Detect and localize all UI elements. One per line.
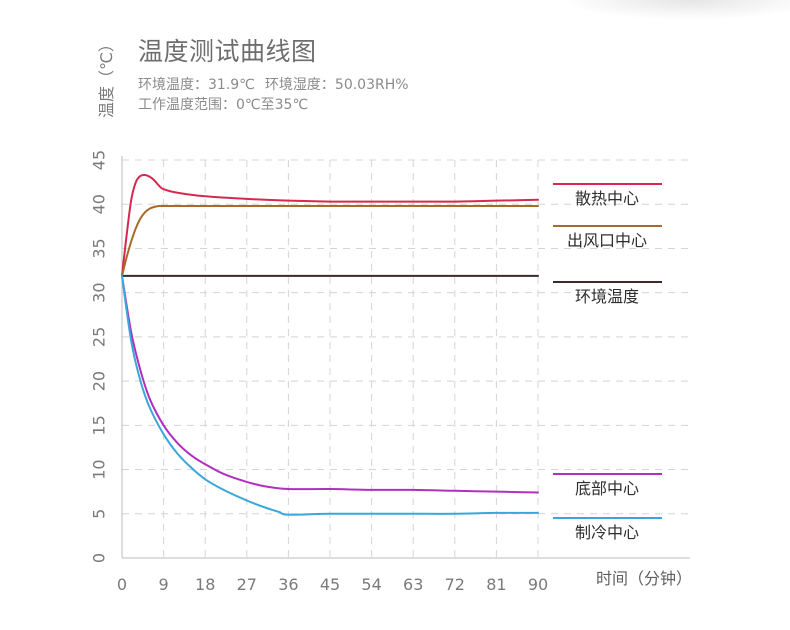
x-tick-label: 90 [528, 575, 548, 594]
legend-label-2: 出风口中心 [567, 231, 647, 250]
series-line-1 [121, 173, 539, 277]
series-line-4 [121, 274, 539, 494]
x-tick-label: 0 [117, 575, 127, 594]
top-shadow-decoration [560, 0, 790, 20]
x-tick-label: 54 [361, 575, 381, 594]
x-tick-label: 81 [486, 575, 506, 594]
chart-header: 温度测试曲线图 环境温度：31.9℃ 环境湿度：50.03RH% 工作温度范围：0… [138, 32, 419, 115]
y-tick-label: 20 [90, 371, 109, 391]
ambient-humidity-info: 环境湿度：50.03RH% [264, 77, 409, 93]
y-tick-label: 40 [90, 194, 109, 214]
y-tick-label: 30 [90, 282, 109, 302]
x-tick-label: 9 [159, 575, 169, 594]
legend-label-4: 底部中心 [575, 479, 639, 498]
series-line-2 [121, 204, 539, 277]
legend-label-3: 环境温度 [575, 287, 639, 306]
y-tick-label: 15 [90, 415, 109, 435]
chart-title: 温度测试曲线图 [138, 37, 317, 66]
y-tick-label: 35 [90, 238, 109, 258]
x-tick-label: 63 [403, 575, 423, 594]
series-line-5 [121, 274, 539, 516]
y-axis-label: 温度（℃） [97, 36, 116, 118]
y-tick-label: 0 [90, 553, 109, 563]
y-tick-label: 5 [90, 509, 109, 519]
x-tick-label: 27 [237, 575, 257, 594]
y-tick-label: 10 [90, 459, 109, 479]
x-tick-label: 36 [278, 575, 298, 594]
legend-label-1: 散热中心 [575, 189, 639, 208]
x-axis-label: 时间（分钟） [596, 569, 692, 588]
x-tick-label: 45 [320, 575, 340, 594]
y-tick-label: 25 [90, 327, 109, 347]
working-range-info: 工作温度范围：0℃至35℃ [138, 97, 309, 113]
x-tick-label: 72 [445, 575, 465, 594]
ambient-temperature-info: 环境温度：31.9℃ [138, 77, 255, 93]
y-tick-label: 45 [90, 150, 109, 170]
chart-info: 环境温度：31.9℃ 环境湿度：50.03RH% 工作温度范围：0℃至35℃ [138, 75, 419, 115]
x-tick-label: 18 [195, 575, 215, 594]
legend-label-5: 制冷中心 [575, 523, 639, 542]
